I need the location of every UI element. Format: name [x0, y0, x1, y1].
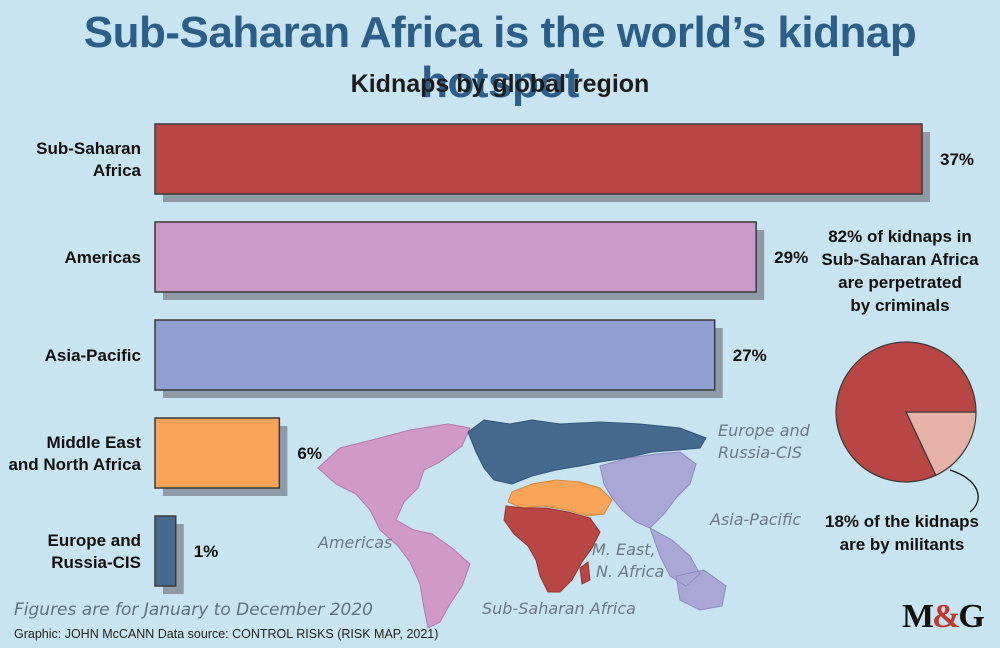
map-label-mena-2: N. Africa: [596, 562, 664, 581]
map-label-asia: Asia-Pacific: [709, 510, 801, 529]
value-label: 37%: [940, 150, 974, 169]
map-label-mena-1: M. East,: [592, 540, 656, 559]
value-label: 1%: [194, 542, 219, 561]
category-label: Middle East: [47, 433, 142, 452]
pie-bottom-caption: 18% of the kidnaps are by militants: [812, 510, 992, 556]
category-label: Americas: [64, 248, 141, 267]
credit-line: Graphic: JOHN McCANN Data source: CONTRO…: [14, 627, 439, 641]
pie-top-line: by criminals: [850, 296, 950, 315]
chart-title: Sub-Saharan Africa is the world’s kidnap…: [83, 8, 917, 107]
category-label: Europe and: [47, 531, 141, 550]
pie-chart: [835, 341, 977, 483]
category-label: and North Africa: [8, 455, 141, 474]
map-label-europe-2: Russia-CIS: [718, 443, 802, 462]
pie-leader-line: [949, 469, 979, 513]
footnote: Figures are for January to December 2020: [14, 600, 373, 620]
bar: [154, 319, 716, 391]
pie-slice: [905, 411, 977, 477]
category-label: Africa: [93, 161, 142, 180]
bar: [154, 515, 177, 587]
value-label: 6%: [297, 444, 322, 463]
pie-top-line: are perpetrated: [838, 273, 962, 292]
mg-logo: M&G: [902, 598, 985, 635]
chart-subtitle: Kidnaps by global region: [350, 70, 650, 98]
map-asia-pacific: [599, 451, 727, 611]
map-label-europe-1: Europe and: [718, 421, 811, 440]
category-label: Russia-CIS: [51, 553, 141, 572]
pie-slice: [835, 341, 977, 483]
bar: [154, 221, 757, 293]
world-map: Europe and Russia-CIS Asia-Pacific Ameri…: [317, 419, 811, 629]
bar: [154, 417, 281, 489]
map-sub-saharan-africa: [503, 505, 601, 593]
value-label: 29%: [774, 248, 808, 267]
map-label-americas: Americas: [317, 533, 392, 552]
map-label-ssa: Sub-Saharan Africa: [482, 599, 636, 618]
map-europe-russia: [467, 419, 707, 485]
pie-top-line: Sub-Saharan Africa: [821, 250, 979, 269]
pie-top-caption: 82% of kidnaps in Sub-Saharan Africa are…: [810, 225, 990, 317]
bar: [154, 123, 923, 195]
value-label: 27%: [733, 346, 767, 365]
pie-bottom-line: are by militants: [839, 535, 965, 554]
pie-bottom-line: 18% of the kidnaps: [825, 512, 979, 531]
map-americas: [317, 423, 471, 629]
category-label: Asia-Pacific: [45, 346, 141, 365]
bar-group: Sub-Saharan Africa 37% Americas 29% Asia-Paci…: [8, 123, 974, 594]
pie-top-line: 82% of kidnaps in: [828, 227, 972, 246]
category-label: Sub-Saharan: [36, 139, 141, 158]
